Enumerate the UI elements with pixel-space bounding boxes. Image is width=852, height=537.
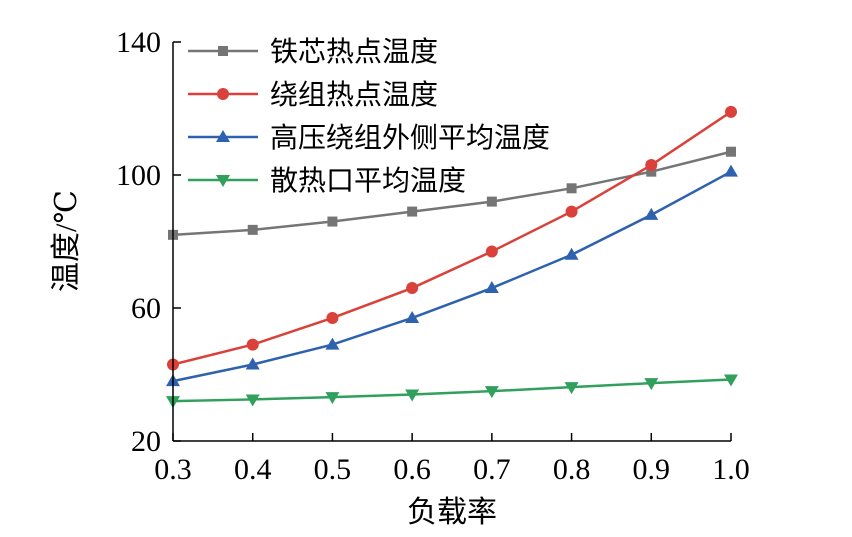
data-point — [565, 205, 578, 218]
data-point — [726, 146, 736, 157]
data-point — [405, 389, 420, 402]
x-tick-label: 0.4 — [234, 453, 272, 486]
legend-item: 散热口平均温度 — [188, 165, 466, 197]
legend-item: 绕组热点温度 — [188, 79, 438, 111]
data-point — [485, 245, 498, 258]
data-point — [325, 337, 340, 350]
data-point — [406, 282, 419, 295]
data-point — [564, 247, 579, 260]
x-tick-label: 0.6 — [393, 453, 431, 486]
series-line — [172, 378, 732, 403]
y-tick-label: 140 — [116, 26, 161, 59]
y-tick-label: 100 — [116, 159, 161, 192]
data-point — [327, 216, 338, 227]
data-point — [486, 196, 497, 207]
legend-marker — [217, 88, 229, 100]
legend-item: 高压绕组外侧平均温度 — [188, 122, 550, 154]
data-point — [724, 164, 738, 177]
data-point — [245, 357, 260, 370]
series-line — [172, 110, 732, 366]
data-point — [407, 206, 418, 217]
data-point — [725, 105, 737, 118]
x-tick-label: 1.0 — [712, 453, 750, 486]
data-point — [645, 159, 658, 172]
series-1 — [167, 105, 737, 371]
legend-label: 铁芯热点温度 — [270, 36, 438, 68]
data-point — [564, 382, 579, 395]
series-line — [172, 150, 732, 237]
data-point — [566, 183, 577, 194]
data-point — [405, 310, 420, 323]
legend-label: 散热口平均温度 — [270, 165, 466, 197]
data-point — [484, 386, 499, 399]
data-point — [325, 392, 340, 405]
legend-marker — [218, 46, 228, 56]
x-tick-label: 0.7 — [473, 453, 511, 486]
series-2 — [166, 164, 738, 387]
y-tick-label: 60 — [131, 292, 161, 325]
series-layer — [166, 105, 738, 409]
data-point — [644, 378, 659, 391]
series-line — [172, 170, 732, 383]
ticks: 20 60 100 140 0.3 0.4 0.5 0.6 0.7 0.8 0.9 1.0 — [116, 26, 750, 486]
data-point — [246, 338, 259, 351]
data-point — [646, 166, 657, 177]
data-point — [724, 374, 738, 387]
x-tick-label: 0.5 — [314, 453, 352, 486]
data-point — [644, 207, 659, 220]
data-point — [326, 311, 339, 324]
legend-item: 铁芯热点温度 — [188, 36, 438, 68]
axes — [172, 42, 731, 442]
x-axis-title: 负载率 — [407, 496, 497, 529]
legend-label: 绕组热点温度 — [270, 79, 438, 111]
legend-marker — [216, 130, 230, 142]
x-tick-label: 0.9 — [633, 453, 671, 486]
legend-marker — [216, 175, 230, 187]
y-axis-title: 温度/℃ — [50, 190, 83, 292]
series-3 — [166, 374, 738, 409]
x-tick-label: 0.3 — [154, 453, 192, 486]
data-point — [245, 394, 260, 407]
data-point — [484, 281, 499, 294]
data-point — [247, 224, 258, 235]
legend-label: 高压绕组外侧平均温度 — [270, 122, 550, 154]
y-tick-label: 20 — [131, 425, 161, 458]
x-tick-label: 0.8 — [553, 453, 591, 486]
